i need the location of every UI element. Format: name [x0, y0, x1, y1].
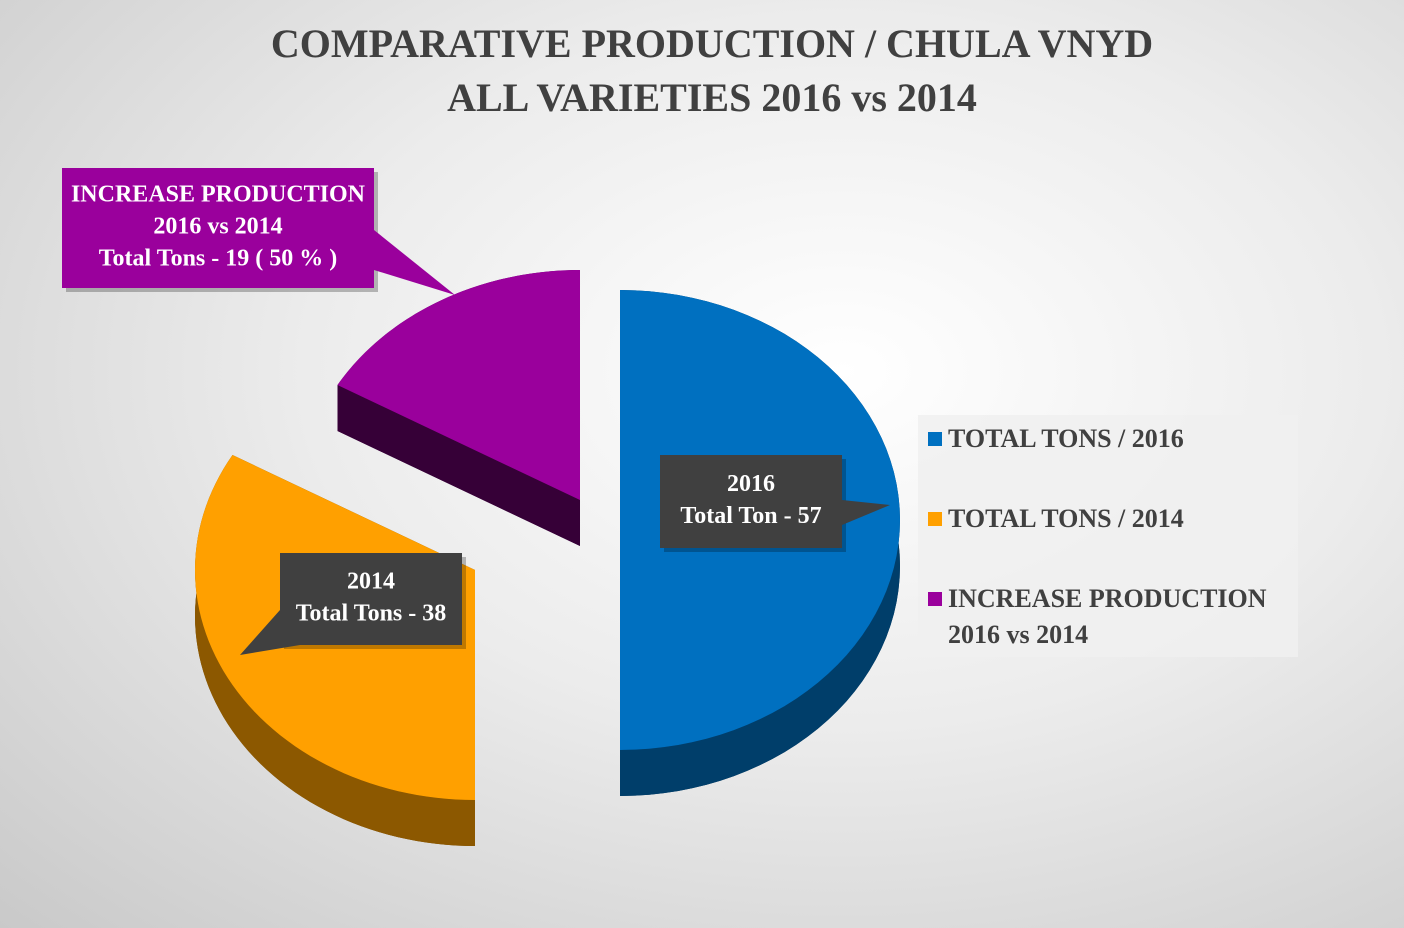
slice [337, 270, 580, 500]
data-label: Total Tons - 38 [296, 601, 447, 627]
legend-item: INCREASE PRODUCTION 2016 vs 2014 [928, 581, 1288, 653]
data-labels: 2016 Total Ton - 57 2014 Total Tons - 38 INC… [62, 168, 890, 655]
label-pointer [842, 500, 890, 525]
chart-title: COMPARATIVE PRODUCTION / CHULA VNYD [271, 21, 1153, 66]
data-label: Total Ton - 57 [680, 503, 821, 529]
label-pointer [374, 230, 455, 295]
legend-label: INCREASE PRODUCTION 2016 vs 2014 [948, 584, 1267, 649]
slice-side [337, 385, 580, 546]
label-box [62, 168, 374, 288]
legend: TOTAL TONS / 2016 TOTAL TONS / 2014 INCREA… [918, 415, 1298, 657]
legend-swatch [928, 512, 942, 526]
legend-item: TOTAL TONS / 2016 [928, 421, 1288, 457]
label-box [280, 553, 462, 645]
data-label: INCREASE PRODUCTION [71, 182, 366, 208]
data-label: 2014 [347, 569, 395, 595]
legend-label: TOTAL TONS / 2014 [948, 504, 1184, 533]
label-box [660, 455, 842, 548]
data-label: Total Tons - 19 ( 50 % ) [99, 246, 338, 272]
data-label: 2016 [727, 471, 775, 497]
legend-item: TOTAL TONS / 2014 [928, 501, 1288, 537]
legend-label: TOTAL TONS / 2016 [948, 424, 1184, 453]
chart-title: ALL VARIETIES 2016 vs 2014 [447, 75, 977, 120]
slice-side [195, 455, 475, 846]
legend-swatch [928, 432, 942, 446]
legend-swatch [928, 592, 942, 606]
data-label: 2016 vs 2014 [153, 214, 282, 240]
